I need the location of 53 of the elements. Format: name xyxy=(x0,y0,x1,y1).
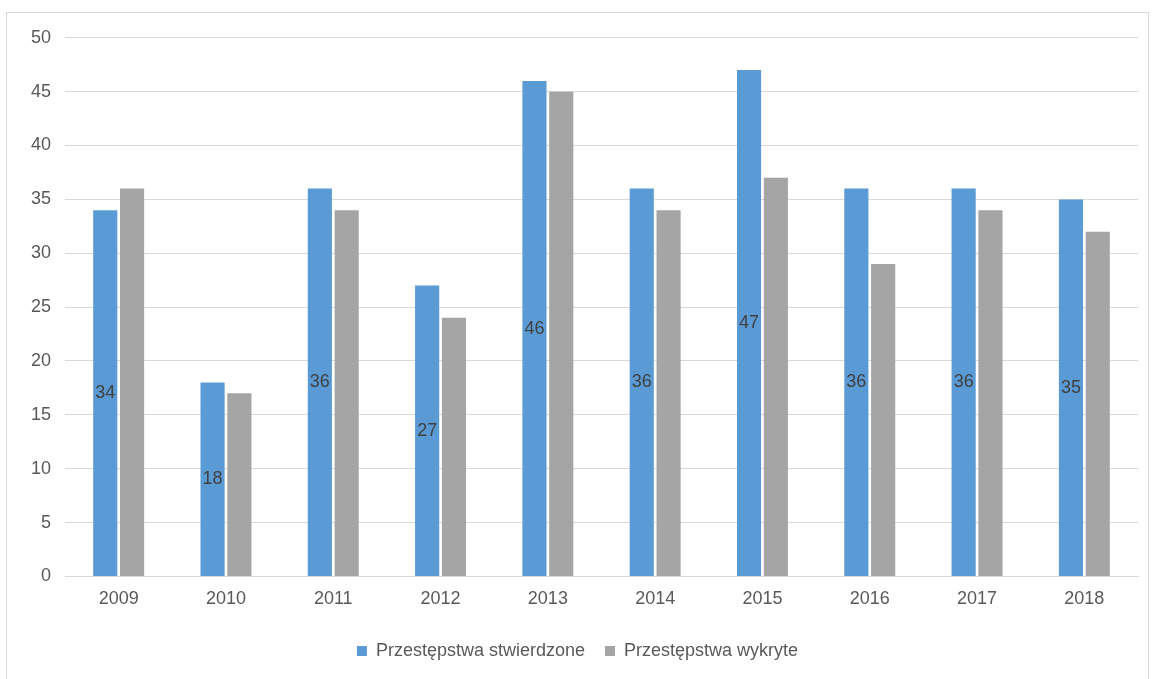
data-label: 34 xyxy=(95,382,116,403)
y-tick-label: 50 xyxy=(30,26,52,47)
bar xyxy=(227,393,252,576)
bar xyxy=(200,382,225,576)
y-tick-label: 0 xyxy=(41,565,52,586)
x-tick-label: 2014 xyxy=(635,588,676,609)
data-label: 36 xyxy=(631,371,652,392)
data-label: 18 xyxy=(202,468,223,489)
x-tick-label: 2013 xyxy=(527,588,568,609)
bar xyxy=(441,317,467,576)
bar xyxy=(629,188,654,576)
data-label: 36 xyxy=(309,371,330,392)
y-tick-label: 35 xyxy=(30,188,52,209)
y-tick-label: 40 xyxy=(30,134,52,155)
bar xyxy=(656,210,681,576)
y-tick-label: 5 xyxy=(41,511,52,532)
x-tick-label: 2009 xyxy=(98,588,139,609)
bar xyxy=(871,264,896,576)
bar xyxy=(307,188,332,576)
bar xyxy=(951,188,976,576)
y-tick-label: 30 xyxy=(30,242,52,263)
y-tick-label: 45 xyxy=(30,80,52,101)
bar xyxy=(334,210,359,576)
y-tick-label: 15 xyxy=(30,403,52,424)
bar xyxy=(120,188,145,576)
x-tick-label: 2011 xyxy=(313,588,353,609)
bar xyxy=(844,188,869,576)
data-label: 36 xyxy=(953,371,974,392)
bar xyxy=(522,80,547,576)
x-tick-label: 2012 xyxy=(420,588,461,609)
data-label: 46 xyxy=(524,317,545,338)
y-tick-label: 25 xyxy=(30,296,52,317)
bar xyxy=(978,210,1003,576)
y-tick-label: 20 xyxy=(30,349,52,370)
x-tick-label: 2016 xyxy=(849,588,890,609)
bar xyxy=(549,91,574,576)
bar xyxy=(763,177,788,576)
x-tick-label: 2017 xyxy=(957,588,998,609)
x-tick-label: 2015 xyxy=(742,588,783,609)
bar xyxy=(93,210,118,576)
bar xyxy=(736,70,762,576)
bar xyxy=(1058,199,1084,576)
x-tick-label: 2018 xyxy=(1064,588,1105,609)
data-label: 36 xyxy=(846,371,867,392)
bar xyxy=(415,285,440,576)
legend-label: Przestępstwa stwierdzone xyxy=(375,639,586,660)
x-tick-label: 2010 xyxy=(205,588,246,609)
data-label: 47 xyxy=(739,312,760,333)
bar xyxy=(1085,231,1110,576)
y-tick-label: 10 xyxy=(30,457,52,478)
legend-label: Przestępstwa wykryte xyxy=(624,639,799,660)
data-label: 35 xyxy=(1060,376,1081,397)
data-label: 27 xyxy=(417,419,438,440)
